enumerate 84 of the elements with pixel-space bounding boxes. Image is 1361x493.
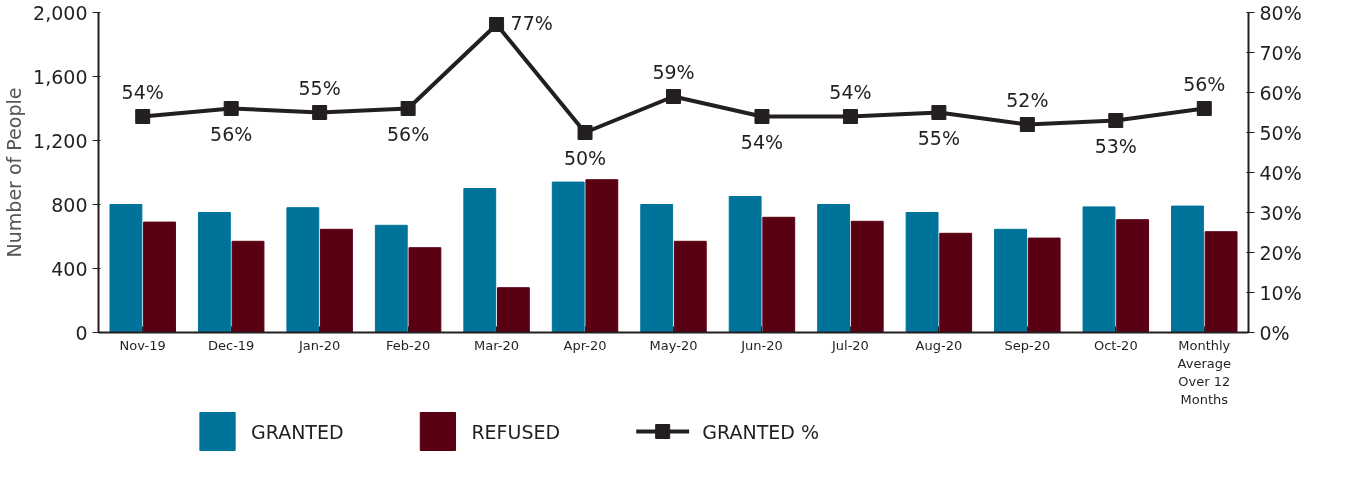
y2-tick-label: 70%	[1259, 41, 1302, 64]
bar	[1082, 206, 1116, 333]
point	[135, 109, 151, 124]
point	[1196, 101, 1212, 116]
y-axis-title: Number of People	[3, 87, 26, 258]
bar	[939, 232, 973, 333]
x-tick-label: Nov-19	[119, 337, 166, 353]
data-label: 56%	[210, 122, 253, 145]
y2-tick-label: 80%	[1259, 1, 1302, 24]
data-label: 52%	[1006, 88, 1049, 111]
y-tick-label: 1,600	[33, 65, 88, 88]
legend-label: REFUSED	[471, 420, 561, 443]
point	[931, 105, 947, 120]
bar	[850, 220, 884, 333]
data-label: 54%	[121, 80, 164, 103]
x-tick-label: Feb-20	[385, 337, 431, 353]
bar	[320, 228, 353, 333]
legend-label: GRANTED %	[702, 420, 820, 443]
legend-label: GRANTED	[251, 420, 344, 443]
x-tick-label: Mar-20	[474, 337, 520, 353]
bar	[463, 188, 497, 333]
y2-tick-label: 30%	[1259, 201, 1302, 224]
bar	[408, 247, 442, 333]
data-label: 77%	[510, 11, 553, 34]
bar	[286, 207, 320, 333]
data-label: 53%	[1094, 134, 1137, 157]
y-tick-label: 1,200	[33, 129, 88, 152]
bar	[1027, 237, 1061, 333]
y2-tick-label: 50%	[1259, 121, 1302, 144]
bar	[1204, 231, 1238, 333]
point	[754, 109, 770, 124]
bar	[109, 204, 143, 333]
data-label: 55%	[298, 76, 341, 99]
bar	[231, 240, 265, 333]
x-tick-label: Dec-19	[208, 337, 255, 353]
y2-tick-label: 10%	[1259, 281, 1302, 304]
point	[223, 101, 239, 116]
point	[1019, 117, 1035, 132]
data-label: 54%	[740, 130, 784, 153]
point	[842, 109, 858, 124]
y-tick-label: 0	[75, 321, 88, 344]
data-label: 56%	[387, 122, 430, 145]
data-label: 59%	[652, 60, 695, 83]
point	[1108, 113, 1124, 128]
bar	[673, 240, 707, 333]
bar	[1116, 219, 1150, 333]
bar	[551, 181, 585, 333]
bar	[143, 221, 176, 333]
bar	[496, 287, 530, 333]
data-label: 56%	[1183, 72, 1226, 95]
point	[312, 105, 328, 120]
bar	[762, 216, 796, 333]
data-label: 50%	[563, 146, 607, 169]
bar	[817, 204, 851, 333]
y2-tick-label: 20%	[1259, 241, 1302, 264]
y2-tick-label: 0%	[1259, 321, 1290, 344]
x-tick-label: Sep-20	[1004, 337, 1051, 353]
bar	[197, 212, 231, 333]
bar	[728, 196, 762, 333]
x-tick-label: Jul-20	[830, 337, 869, 353]
point	[489, 17, 505, 32]
x-tick-label: Jun-20	[740, 337, 783, 353]
y-tick-label: 2,000	[33, 1, 88, 24]
y-tick-label: 400	[51, 257, 88, 280]
y2-tick-label: 40%	[1259, 161, 1302, 184]
y2-tick-label: 60%	[1259, 81, 1302, 104]
bar	[640, 204, 674, 333]
x-tick-label: Apr-20	[563, 337, 607, 353]
bar	[994, 228, 1027, 333]
x-tick-label: Monthly Average Over 12 Months	[1177, 337, 1231, 407]
x-tick-label: Oct-20	[1093, 337, 1138, 353]
bar	[374, 224, 408, 333]
data-label: 54%	[829, 80, 872, 103]
bar	[905, 212, 939, 333]
x-tick-label: Aug-20	[915, 337, 963, 353]
x-tick-label: Jan-20	[298, 337, 341, 353]
point	[400, 101, 416, 116]
y-tick-label: 800	[51, 193, 88, 216]
bar	[1171, 205, 1204, 333]
point	[577, 125, 593, 140]
bar	[585, 179, 619, 333]
point	[666, 89, 681, 104]
data-label: 55%	[917, 126, 960, 149]
x-tick-label: May-20	[649, 337, 698, 353]
